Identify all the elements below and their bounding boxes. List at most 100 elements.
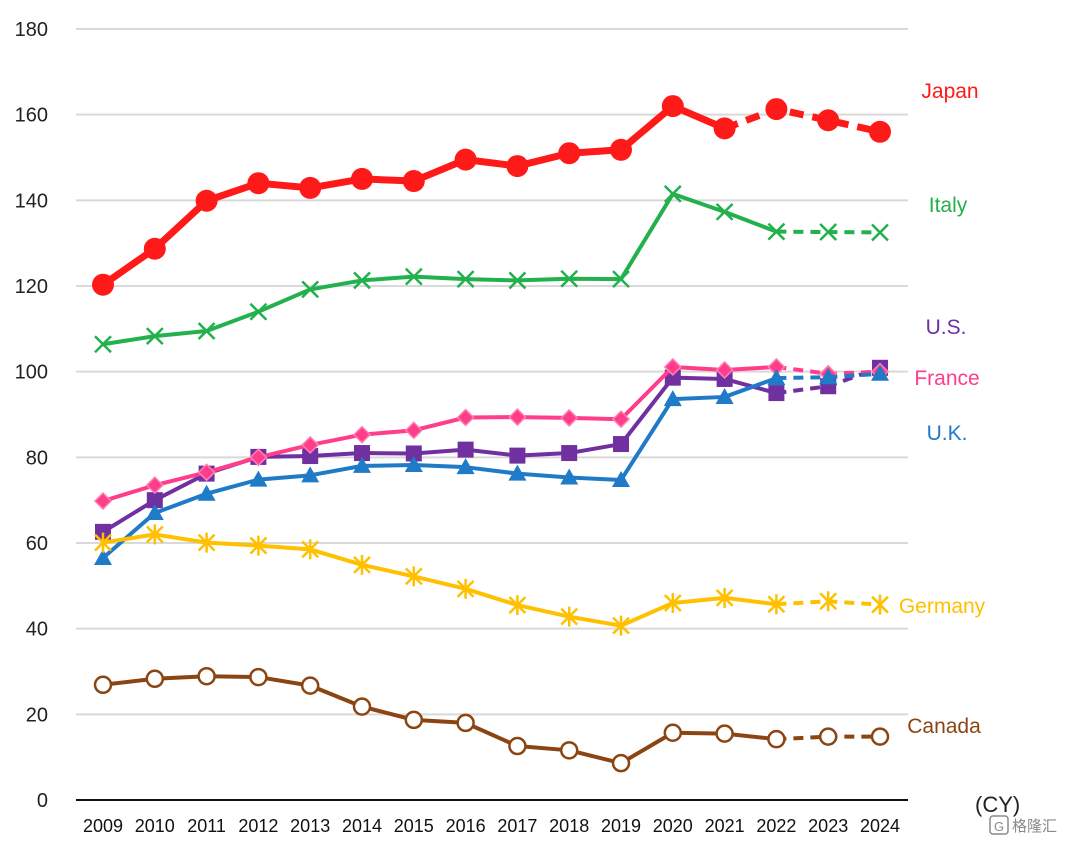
x-tick-label: 2017 bbox=[497, 816, 537, 836]
data-point-japan-2024 bbox=[869, 120, 891, 143]
data-point-japan-2018 bbox=[558, 142, 581, 165]
data-point-canada-2011 bbox=[197, 666, 216, 686]
y-tick-label: 20 bbox=[26, 704, 48, 726]
y-tick-label: 0 bbox=[37, 790, 48, 812]
watermark-logo-letter: G bbox=[994, 819, 1004, 834]
data-point-canada-2021 bbox=[715, 724, 734, 743]
x-tick-label: 2013 bbox=[290, 816, 330, 836]
data-point-canada-2013 bbox=[300, 676, 320, 695]
data-point-germany-2023 bbox=[819, 591, 838, 612]
series-line-uk bbox=[101, 376, 779, 560]
x-tick-label: 2014 bbox=[342, 816, 382, 836]
data-point-france-2011 bbox=[197, 463, 216, 482]
data-point-france-2015 bbox=[404, 421, 423, 440]
data-point-italy-2018 bbox=[560, 269, 579, 288]
data-point-canada-2023 bbox=[818, 727, 838, 746]
data-point-italy-2020 bbox=[663, 185, 682, 203]
data-point-germany-2015 bbox=[404, 566, 423, 587]
series-line-japan bbox=[99, 102, 729, 289]
data-point-germany-2013 bbox=[301, 539, 320, 560]
data-point-italy-2021 bbox=[715, 203, 734, 221]
y-axis-ticks: 0 20 40 60 80 100 120 140 160 180 bbox=[15, 19, 48, 812]
data-point-uk-2017 bbox=[508, 464, 527, 481]
y-tick-label: 160 bbox=[15, 105, 48, 127]
series-line-italy bbox=[101, 191, 779, 347]
data-point-germany-2019 bbox=[612, 615, 630, 636]
data-point-italy-2022 bbox=[767, 222, 786, 241]
y-tick-label: 60 bbox=[26, 533, 48, 555]
data-point-italy-2014 bbox=[353, 271, 371, 290]
series-line-canada bbox=[101, 674, 779, 766]
data-point-france-2018 bbox=[560, 408, 579, 427]
series-label-uk: U.K. bbox=[927, 422, 968, 445]
data-point-japan-2011 bbox=[195, 189, 218, 212]
data-point-canada-2022 bbox=[767, 729, 786, 749]
x-tick-label: 2024 bbox=[860, 816, 900, 836]
data-point-japan-2023 bbox=[817, 109, 840, 132]
data-point-uk-2009 bbox=[94, 548, 112, 565]
data-point-uk-2013 bbox=[301, 466, 320, 483]
data-point-canada-2016 bbox=[456, 713, 475, 733]
data-point-germany-2020 bbox=[663, 592, 682, 613]
data-point-us-2015 bbox=[405, 445, 422, 462]
data-point-italy-2023 bbox=[819, 223, 838, 241]
data-point-uk-2011 bbox=[197, 484, 216, 501]
series-label-japan: Japan bbox=[921, 80, 978, 103]
data-point-canada-2014 bbox=[352, 697, 372, 716]
data-point-france-2014 bbox=[352, 425, 372, 444]
data-point-japan-2019 bbox=[610, 138, 632, 161]
data-point-canada-2024 bbox=[870, 727, 890, 746]
data-point-uk-2012 bbox=[249, 470, 268, 487]
x-tick-label: 2019 bbox=[601, 816, 641, 836]
data-point-japan-2022 bbox=[765, 98, 788, 121]
data-point-france-2013 bbox=[301, 435, 320, 454]
data-point-japan-2012 bbox=[247, 172, 270, 195]
data-point-france-2017 bbox=[508, 408, 527, 427]
data-point-italy-2017 bbox=[508, 271, 527, 290]
y-tick-label: 120 bbox=[15, 276, 48, 298]
watermark: G 格隆汇 bbox=[989, 815, 1057, 835]
data-point-canada-2015 bbox=[404, 710, 424, 730]
data-point-canada-2009 bbox=[93, 675, 113, 695]
data-point-japan-2015 bbox=[402, 170, 425, 193]
data-point-germany-2010 bbox=[145, 524, 164, 545]
data-point-japan-2016 bbox=[454, 148, 477, 171]
x-tick-label: 2023 bbox=[808, 816, 848, 836]
series-label-canada: Canada bbox=[907, 715, 981, 738]
data-point-france-2010 bbox=[145, 476, 164, 495]
y-tick-label: 100 bbox=[15, 362, 48, 384]
data-point-germany-2022 bbox=[767, 594, 786, 615]
data-point-uk-2019 bbox=[612, 471, 630, 488]
series-label-us: U.S. bbox=[926, 316, 967, 339]
data-point-us-2013 bbox=[302, 448, 319, 465]
data-point-italy-2011 bbox=[197, 322, 216, 340]
x-axis-unit-label: (CY) bbox=[975, 792, 1020, 817]
data-point-uk-2024 bbox=[871, 364, 889, 381]
series-line-projected-japan bbox=[723, 105, 881, 136]
data-point-japan-2017 bbox=[506, 155, 529, 178]
x-tick-label: 2018 bbox=[549, 816, 589, 836]
data-point-germany-2024 bbox=[871, 594, 889, 615]
data-point-germany-2016 bbox=[456, 578, 475, 599]
data-point-japan-2010 bbox=[143, 237, 166, 260]
series-label-germany: Germany bbox=[899, 595, 986, 618]
data-point-germany-2017 bbox=[508, 595, 527, 616]
x-tick-label: 2012 bbox=[238, 816, 278, 836]
data-point-germany-2014 bbox=[353, 554, 371, 575]
data-point-japan-2021 bbox=[713, 117, 736, 140]
data-point-italy-2013 bbox=[301, 280, 320, 299]
data-point-france-2009 bbox=[93, 491, 113, 511]
x-tick-label: 2010 bbox=[135, 816, 175, 836]
data-point-us-2022 bbox=[768, 385, 785, 402]
x-tick-label: 2011 bbox=[187, 816, 226, 836]
x-tick-label: 2022 bbox=[756, 816, 796, 836]
data-point-japan-2009 bbox=[92, 273, 114, 296]
series-canada bbox=[93, 666, 890, 773]
data-point-uk-2014 bbox=[353, 456, 371, 473]
data-point-canada-2017 bbox=[508, 736, 527, 756]
data-point-italy-2010 bbox=[145, 327, 164, 345]
data-point-france-2021 bbox=[715, 360, 734, 380]
y-tick-label: 140 bbox=[15, 190, 48, 212]
data-point-italy-2024 bbox=[871, 223, 889, 242]
